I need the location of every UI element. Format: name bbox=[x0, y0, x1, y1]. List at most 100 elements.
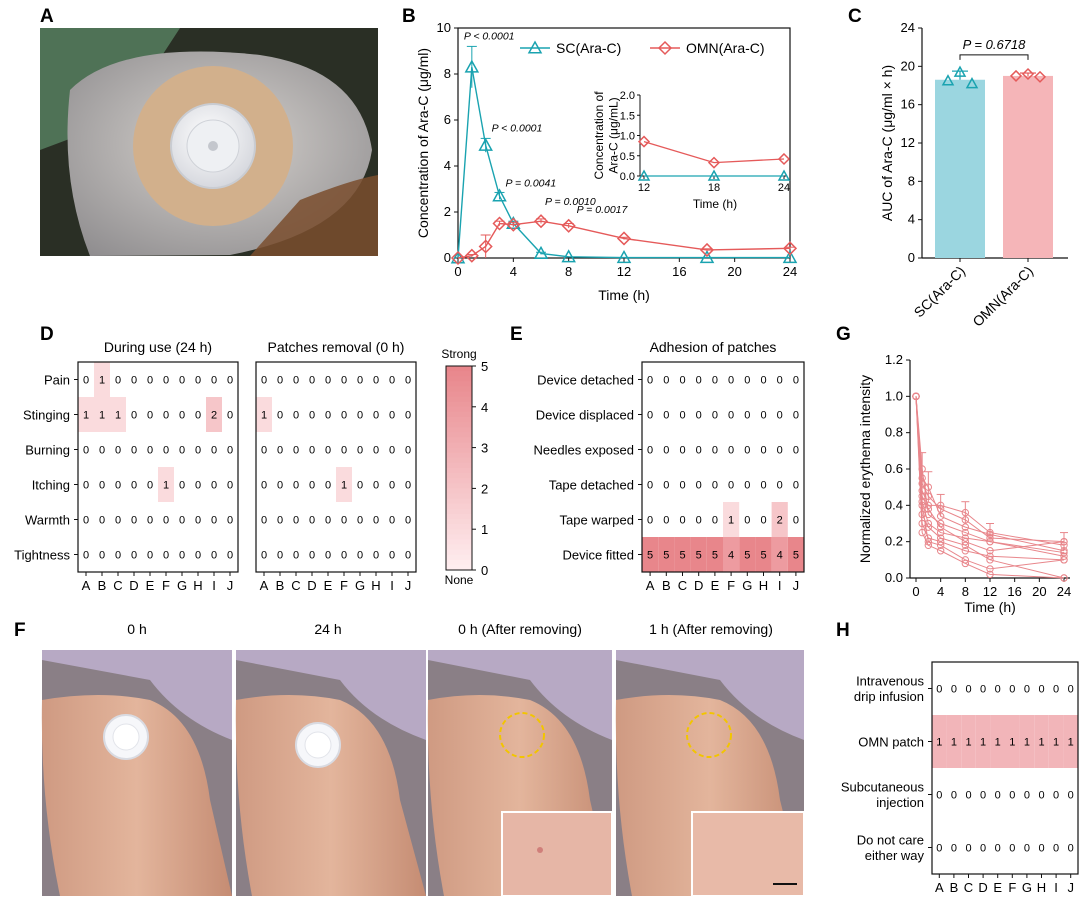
heat-cell bbox=[706, 537, 723, 572]
row-label: Warmth bbox=[25, 513, 70, 528]
colorbar-segment bbox=[446, 513, 472, 520]
cell-value: 1 bbox=[261, 410, 267, 422]
cell-value: 0 bbox=[179, 410, 185, 422]
cell-value: 0 bbox=[663, 410, 669, 422]
cell-value: 0 bbox=[227, 550, 233, 562]
cell-value: 0 bbox=[1038, 684, 1044, 696]
column-label: J bbox=[405, 578, 412, 593]
series-line-6 bbox=[915, 396, 1065, 579]
x-tick-label: 4 bbox=[937, 584, 944, 599]
panel-label-e: E bbox=[510, 324, 523, 345]
cell-value: 0 bbox=[131, 480, 137, 492]
series-line-9 bbox=[915, 396, 1065, 570]
cell-value: 0 bbox=[195, 375, 201, 387]
cell-value: 0 bbox=[147, 410, 153, 422]
cell-value: 0 bbox=[83, 515, 89, 527]
column-label: J bbox=[1067, 880, 1074, 895]
data-point bbox=[506, 215, 521, 230]
heat-cell bbox=[1005, 715, 1020, 768]
series-line-0 bbox=[457, 66, 790, 259]
cell-value: 0 bbox=[131, 410, 137, 422]
cell-value: 0 bbox=[995, 684, 1001, 696]
cell-value: 0 bbox=[227, 410, 233, 422]
chart-g: 0.0 0.2 0.4 0.6 0.8 1.0 1.2 0 4 8 12 16 20 24 Time (h)… bbox=[857, 352, 1071, 615]
heat-cell bbox=[990, 715, 1005, 768]
heat-cell bbox=[690, 537, 707, 572]
colorbar-tick-label: 0 bbox=[481, 563, 488, 578]
photo-title-0: 0 h bbox=[127, 621, 146, 637]
panel-label-a: A bbox=[40, 6, 54, 27]
series-line-0 bbox=[915, 396, 1065, 543]
series-line-1 bbox=[457, 220, 791, 259]
cell-value: 0 bbox=[83, 445, 89, 457]
y-tick-label: 8 bbox=[444, 66, 451, 81]
colorbar-tick-label: 4 bbox=[481, 400, 488, 415]
colorbar-segment bbox=[446, 396, 472, 403]
inset-y-tick-label: 2.0 bbox=[620, 90, 635, 102]
colorbar-segment bbox=[446, 386, 472, 392]
cell-value: 0 bbox=[227, 445, 233, 457]
heat-cell bbox=[206, 397, 222, 432]
column-label: A bbox=[935, 880, 944, 895]
data-point bbox=[936, 547, 945, 555]
data-point bbox=[533, 245, 549, 259]
data-point bbox=[1060, 574, 1068, 582]
cell-value: 0 bbox=[195, 515, 201, 527]
cell-value: 0 bbox=[227, 375, 233, 387]
y-axis-label: Concentration of Ara-C (μg/ml) bbox=[415, 48, 431, 238]
cell-value: 0 bbox=[663, 480, 669, 492]
heat-cell bbox=[723, 537, 740, 572]
colorbar-segment bbox=[446, 493, 472, 500]
y-tick-label: 8 bbox=[908, 173, 915, 188]
column-label: B bbox=[98, 578, 107, 593]
cell-value: 0 bbox=[389, 375, 395, 387]
colorbar-segment bbox=[446, 524, 472, 530]
cell-value: 0 bbox=[261, 445, 267, 457]
data-point bbox=[936, 528, 945, 537]
cell-value: 0 bbox=[777, 445, 783, 457]
heat-cell bbox=[110, 397, 126, 432]
cell-value: 0 bbox=[131, 550, 137, 562]
column-label: I bbox=[1054, 880, 1058, 895]
panel-label-h: H bbox=[836, 620, 850, 641]
inset-sc-point bbox=[777, 169, 791, 181]
cell-value: 0 bbox=[373, 515, 379, 527]
data-point bbox=[924, 537, 933, 546]
column-label: E bbox=[993, 880, 1002, 895]
y-tick-label: 24 bbox=[901, 20, 915, 35]
cell-value: 0 bbox=[357, 515, 363, 527]
x-tick-label: SC(Ara-C) bbox=[911, 263, 969, 321]
colorbar-segment bbox=[446, 559, 472, 566]
cell-value: 0 bbox=[83, 550, 89, 562]
cell-value: 1 bbox=[728, 515, 734, 527]
cell-value: 0 bbox=[293, 550, 299, 562]
cell-value: 0 bbox=[1024, 843, 1030, 855]
cell-value: 0 bbox=[147, 480, 153, 492]
x-tick-label: 8 bbox=[962, 584, 969, 599]
column-label: H bbox=[371, 578, 380, 593]
cell-value: 0 bbox=[195, 550, 201, 562]
bar-point bbox=[1009, 69, 1023, 82]
column-label: E bbox=[324, 578, 333, 593]
column-label: J bbox=[793, 578, 800, 593]
cell-value: 0 bbox=[211, 480, 217, 492]
heat-cell bbox=[256, 397, 272, 432]
cell-value: 2 bbox=[211, 410, 217, 422]
cell-value: 0 bbox=[793, 445, 799, 457]
heat-cell bbox=[787, 537, 804, 572]
cell-value: 0 bbox=[83, 480, 89, 492]
y-tick-label: 12 bbox=[901, 135, 915, 150]
cell-value: 0 bbox=[679, 410, 685, 422]
column-label: H bbox=[759, 578, 768, 593]
p-annotation: P = 0.0041 bbox=[506, 178, 557, 190]
column-label: D bbox=[978, 880, 987, 895]
data-point bbox=[986, 565, 994, 573]
photo-a bbox=[40, 28, 378, 257]
cell-value: 0 bbox=[211, 445, 217, 457]
cell-value: 0 bbox=[744, 480, 750, 492]
x-tick-label: 20 bbox=[1032, 584, 1046, 599]
cell-value: 0 bbox=[357, 480, 363, 492]
cell-value: 0 bbox=[936, 790, 942, 802]
series-line-8 bbox=[915, 396, 1065, 552]
